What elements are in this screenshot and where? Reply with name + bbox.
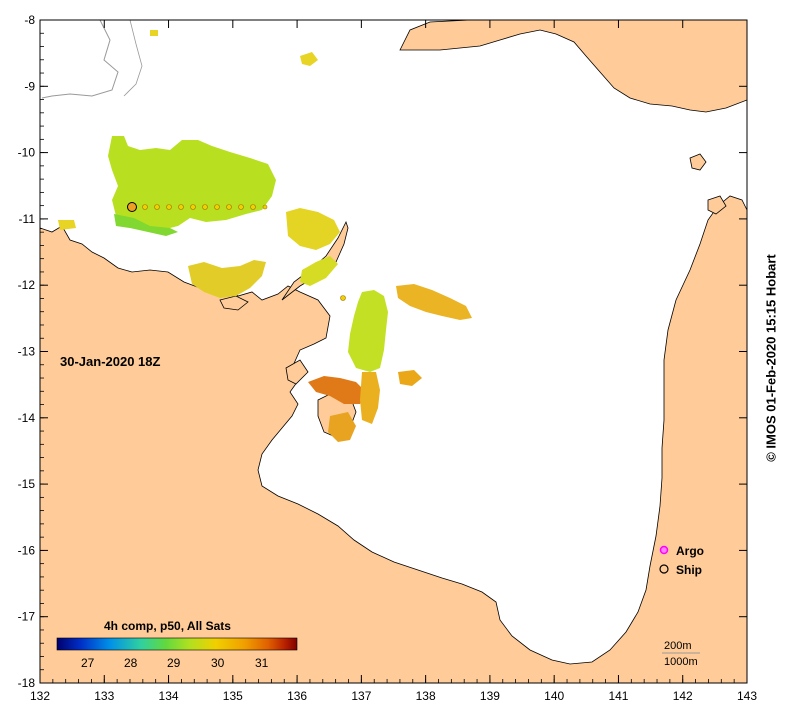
x-tick-label: 141 (608, 689, 628, 703)
contour-1000m-label: 1000m (664, 656, 698, 668)
y-tick-label: -17 (18, 610, 36, 624)
ship-track-point (226, 204, 232, 210)
ship-track-point (190, 204, 196, 210)
x-tick-label: 140 (544, 689, 564, 703)
contour-legend: 200m 1000m (662, 640, 700, 668)
date-label: 30-Jan-2020 18Z (60, 354, 161, 369)
ship-track-point (214, 204, 220, 210)
isobath-200m (41, 20, 119, 99)
y-tick-label: -15 (18, 477, 36, 491)
sst-patch-groote-west (308, 376, 366, 404)
ship-track (127, 202, 346, 301)
marker-legend: Argo Ship (659, 544, 704, 577)
sst-patch-south-orange (360, 372, 380, 424)
colorbar-tick: 31 (255, 656, 269, 670)
colorbar-tick: 27 (81, 656, 95, 670)
ship-track-point (142, 204, 148, 210)
x-tick-label: 138 (416, 689, 436, 703)
colorbar-tick: 28 (124, 656, 138, 670)
land-island-small-4 (219, 295, 249, 311)
contour-200m-label: 200m (664, 640, 692, 652)
ship-track-point (154, 204, 160, 210)
credit-text: © IMOS 01-Feb-2020 15:15 Hobart (763, 254, 779, 462)
ship-legend-symbol (659, 564, 669, 574)
argo-legend-label: Argo (676, 544, 704, 558)
x-tick-label: 135 (223, 689, 243, 703)
sst-patch-south-lower (328, 412, 356, 442)
y-tick-label: -11 (19, 212, 36, 226)
sst-patch-east-strip (300, 256, 338, 286)
x-tick-label: 132 (30, 689, 50, 703)
y-tick-label: -10 (18, 146, 36, 160)
sst-patch-central-orange (396, 284, 472, 320)
sst-data-layer (58, 30, 472, 442)
y-tick-label: -9 (24, 79, 35, 93)
sst-patch-arnhem-coast (188, 260, 266, 298)
y-tick-label: -16 (18, 543, 36, 557)
ship-track-point (202, 204, 208, 210)
x-tick-label: 137 (351, 689, 371, 703)
x-tick-label: 136 (287, 689, 307, 703)
y-tick-label: -18 (18, 676, 36, 690)
y-tick-label: -8 (24, 13, 35, 27)
ship-track-point (178, 204, 184, 210)
sst-patch-coast-yellow (58, 220, 76, 230)
ship-track-point (262, 204, 268, 210)
ship-legend-label: Ship (676, 563, 702, 577)
argo-legend-symbol (659, 545, 669, 555)
sst-patch-gulf-west (108, 136, 276, 230)
x-tick-label: 133 (94, 689, 114, 703)
isobath-1000m (123, 20, 143, 97)
y-tick-label: -12 (18, 278, 36, 292)
ship-track-point (340, 295, 346, 301)
axes: 132 133 134 135 136 137 138 139 140 141 142 143 -8 -9… (18, 13, 758, 703)
colorbar-tick: 30 (211, 656, 225, 670)
ship-track-point (250, 204, 256, 210)
x-tick-label: 139 (480, 689, 500, 703)
colorbar-title: 4h comp, p50, All Sats (104, 619, 231, 633)
sst-patch-top-tiny (150, 30, 158, 36)
x-tick-label: 134 (159, 689, 179, 703)
colorbar: 4h comp, p50, All Sats 27 28 29 30 31 (56, 619, 298, 670)
ship-marker (127, 202, 137, 212)
land-cape-york (399, 20, 747, 113)
sst-patch-top-small (300, 52, 318, 66)
sst-patch-central-column (348, 290, 388, 372)
ship-track-point (166, 204, 172, 210)
colorbar-tick: 29 (167, 656, 181, 670)
y-tick-label: -14 (18, 411, 36, 425)
colorbar-ramp (56, 637, 298, 651)
land-island-small-1 (689, 153, 707, 171)
x-tick-label: 142 (673, 689, 693, 703)
sst-patch-gulf-west-green (114, 214, 178, 236)
land-island-small-3 (285, 359, 309, 385)
y-tick-label: -13 (18, 345, 36, 359)
sst-patch-south-east (398, 370, 422, 386)
ship-track-point (238, 204, 244, 210)
x-tick-label: 143 (737, 689, 757, 703)
land-island-small-2 (707, 195, 727, 215)
sst-patch-gulf-center (286, 208, 340, 250)
